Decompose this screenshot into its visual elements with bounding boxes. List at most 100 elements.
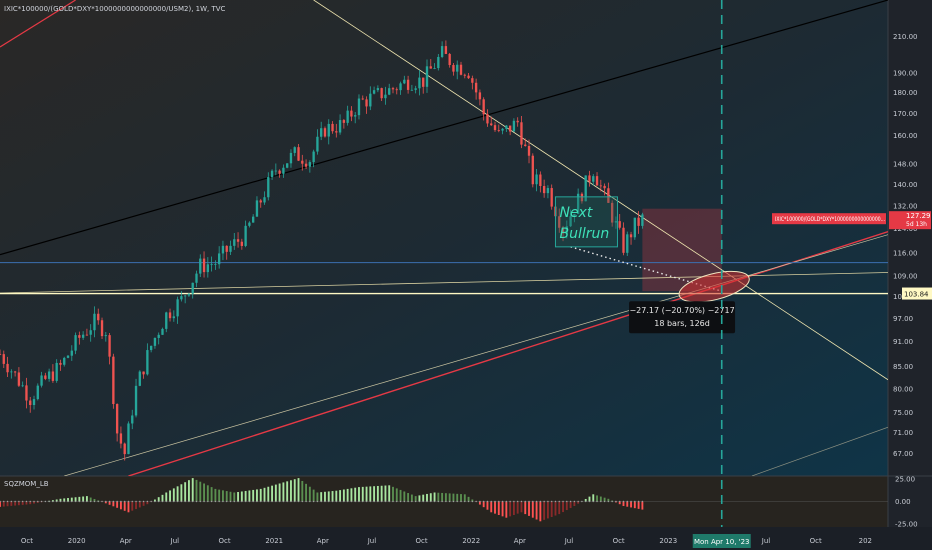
- annotation-line2: Bullrun: [559, 226, 609, 242]
- candle-body: [183, 295, 187, 297]
- squeeze-dot: [93, 500, 96, 503]
- squeeze-dot: [384, 500, 387, 503]
- candle-body: [202, 258, 206, 273]
- y-tick-label: 109.00: [893, 272, 918, 280]
- candle-body: [391, 88, 395, 90]
- candle-body: [252, 216, 255, 223]
- squeeze-dot: [195, 500, 198, 503]
- squeeze-dot: [71, 500, 73, 503]
- candle-body: [123, 443, 126, 455]
- candle-body: [214, 264, 217, 266]
- chart-symbol-header: IXIC*100000/(GOLD*DXY*1000000000000000/U…: [4, 5, 226, 13]
- squeeze-dot: [203, 500, 205, 503]
- squeeze-dot: [192, 500, 194, 503]
- candle-body: [380, 88, 383, 99]
- squeeze-dot: [158, 500, 160, 503]
- candle-body: [89, 330, 92, 335]
- candle-body: [444, 46, 448, 54]
- squeeze-dot: [494, 500, 496, 503]
- main-pane-bg: [0, 0, 888, 476]
- squeeze-dot: [44, 500, 47, 503]
- squeeze-dot: [603, 500, 606, 503]
- squeeze-dot: [282, 500, 285, 503]
- candle-body: [478, 92, 482, 100]
- next-bullrun-annotation[interactable]: Next Bullrun: [554, 196, 618, 248]
- candle-body: [584, 175, 587, 202]
- squeeze-dot: [498, 500, 500, 503]
- lower-gray-support-line[interactable]: [64, 234, 888, 476]
- squeeze-dot: [634, 500, 636, 503]
- x-tick-label: Oct: [219, 537, 231, 545]
- squeeze-dot: [513, 500, 515, 503]
- squeeze-dot: [460, 500, 462, 503]
- candle-body: [274, 170, 278, 172]
- crosshair-date-text: Mon Apr 10, '23: [694, 538, 750, 546]
- candle-body: [104, 335, 107, 337]
- squeeze-dot: [362, 500, 364, 503]
- faint-support-line[interactable]: [751, 426, 888, 476]
- y-tick-label: 148.00: [893, 161, 918, 169]
- squeeze-dot: [550, 500, 553, 503]
- level-price-label: 103.84: [902, 287, 932, 300]
- long-black-trend-line[interactable]: [0, 0, 888, 256]
- candle-body: [452, 65, 455, 72]
- squeeze-dot: [248, 500, 251, 503]
- candle-body: [603, 185, 606, 189]
- candle-body: [217, 253, 221, 265]
- squeeze-dot: [573, 500, 576, 503]
- squeeze-dot: [218, 500, 220, 503]
- candle-body: [157, 334, 160, 338]
- candle-body: [467, 75, 470, 79]
- lower-red-support-line[interactable]: [128, 231, 888, 476]
- indicator-tick-label: 25.00: [895, 476, 915, 484]
- current-price-value: 127.29: [906, 212, 931, 220]
- squeeze-dot: [105, 500, 107, 503]
- squeeze-dot: [324, 500, 326, 503]
- target-zone-ellipse[interactable]: [676, 265, 752, 308]
- squeeze-dot: [543, 500, 545, 503]
- squeeze-dot: [346, 500, 349, 503]
- squeeze-dot: [89, 500, 92, 503]
- candle-body: [406, 79, 410, 90]
- squeeze-dot: [244, 500, 247, 503]
- squeeze-dot: [146, 500, 149, 503]
- candle-body: [29, 400, 32, 406]
- candle-body: [342, 120, 346, 123]
- x-tick-label: Jul: [367, 537, 377, 545]
- candle-body: [403, 79, 406, 84]
- candle-body: [361, 98, 364, 100]
- candle-body: [372, 90, 376, 94]
- candle-body: [350, 110, 353, 117]
- current-price-label: 127.29 5d 13h IXIC*100000/(GOLD*DXY*1000…: [772, 211, 931, 230]
- squeeze-dot: [0, 500, 1, 503]
- red-channel-top-line[interactable]: [0, 0, 76, 48]
- squeeze-dot: [558, 500, 560, 503]
- candle-body: [289, 152, 293, 164]
- current-price-countdown: 5d 13h: [906, 221, 927, 228]
- squeeze-dot: [112, 500, 115, 503]
- candle-body: [70, 350, 73, 356]
- candle-body: [21, 385, 24, 387]
- squeeze-dot: [139, 500, 141, 503]
- y-tick-label: 67.00: [893, 450, 913, 458]
- squeeze-dot: [524, 500, 526, 503]
- squeeze-dot: [101, 500, 103, 503]
- squeeze-dot: [611, 500, 613, 503]
- squeeze-dot: [169, 500, 171, 503]
- squeeze-dot: [520, 500, 523, 503]
- squeeze-dot: [82, 500, 84, 503]
- candle-body: [32, 399, 36, 406]
- squeeze-dot: [309, 500, 311, 503]
- squeeze-dot: [25, 500, 28, 503]
- candle-body: [0, 353, 2, 355]
- squeeze-dot: [585, 500, 587, 503]
- candle-body: [51, 371, 55, 381]
- squeeze-dot: [59, 500, 62, 503]
- x-tick-label: 2022: [462, 537, 480, 545]
- candle-body: [433, 68, 436, 69]
- squeeze-dot: [626, 500, 628, 503]
- squeeze-dot: [350, 500, 353, 503]
- squeeze-dot: [52, 500, 54, 503]
- candle-body: [376, 88, 380, 91]
- candle-body: [418, 77, 421, 89]
